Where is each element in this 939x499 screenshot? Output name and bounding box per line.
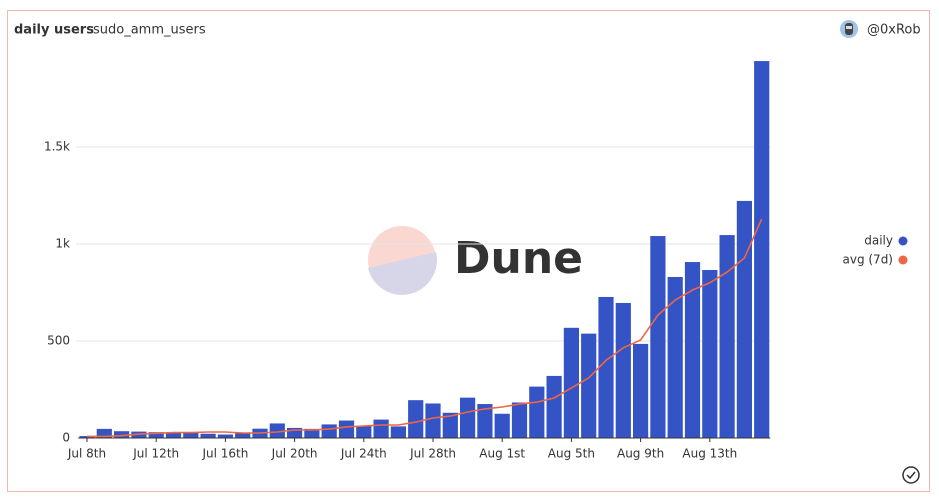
bar — [373, 419, 389, 438]
bar — [217, 434, 233, 438]
bar — [408, 400, 424, 438]
x-tick-label: Jul 8th — [67, 447, 106, 461]
bar — [425, 403, 441, 438]
bar — [511, 402, 528, 438]
watermark-logo — [368, 226, 437, 295]
bar — [304, 428, 320, 438]
x-tick-label: Aug 9th — [617, 447, 664, 461]
bar — [684, 262, 701, 438]
x-tick-label: Jul 20th — [271, 447, 318, 461]
bar — [719, 235, 735, 438]
bar — [269, 423, 285, 438]
legend-swatch — [898, 236, 908, 246]
bar — [736, 200, 752, 438]
bar — [598, 296, 614, 438]
bar — [633, 343, 649, 438]
y-tick-label: 0 — [62, 431, 70, 445]
bar — [563, 327, 579, 438]
y-tick-label: 500 — [47, 334, 70, 348]
check-icon[interactable] — [902, 466, 920, 484]
watermark-text: Dune — [454, 233, 583, 284]
chart-subtitle: sudo_amm_users — [93, 23, 206, 38]
bar — [460, 397, 476, 438]
y-tick-label: 1k — [55, 237, 70, 251]
chart-title: daily users — [14, 23, 94, 38]
x-tick-label: Jul 28th — [409, 447, 456, 461]
bar — [96, 428, 112, 438]
author-avatar — [840, 20, 858, 38]
bar — [754, 61, 770, 439]
x-tick-label: Jul 16th — [201, 447, 248, 461]
x-tick-label: Aug 1st — [479, 447, 525, 461]
bar — [529, 386, 545, 438]
bar — [235, 432, 251, 438]
bar — [356, 425, 372, 438]
bar — [667, 276, 683, 438]
bar — [494, 413, 510, 438]
bar — [148, 432, 164, 438]
bar — [338, 420, 355, 438]
bar — [183, 432, 199, 438]
bar — [581, 333, 597, 438]
legend-label: avg (7d) — [842, 253, 893, 267]
x-tick-label: Aug 13th — [682, 447, 737, 461]
bar — [442, 412, 458, 438]
bar — [702, 269, 718, 438]
bar — [546, 375, 562, 438]
bar — [390, 426, 406, 438]
bar — [114, 431, 130, 438]
bar — [477, 404, 493, 438]
bar — [615, 302, 631, 438]
bar — [321, 424, 337, 438]
author-name[interactable]: @0xRob — [867, 23, 921, 38]
bar — [650, 236, 666, 438]
legend-swatch — [898, 255, 908, 265]
bar — [165, 432, 182, 438]
legend-label: daily — [864, 234, 893, 248]
x-tick-label: Jul 24th — [340, 447, 387, 461]
bar — [200, 433, 216, 438]
x-tick-label: Jul 12th — [132, 447, 179, 461]
y-tick-label: 1.5k — [44, 140, 70, 154]
bar — [287, 427, 303, 438]
avg-line — [87, 218, 763, 438]
x-tick-label: Aug 5th — [548, 447, 595, 461]
